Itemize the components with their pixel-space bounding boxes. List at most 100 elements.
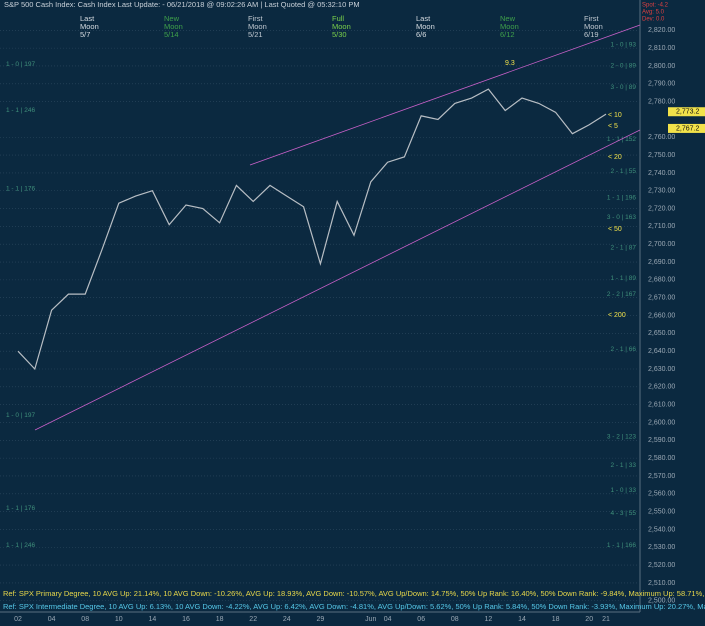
x-tick-label: 04 (384, 616, 392, 623)
spot-label: Avg: 5.0 (642, 10, 665, 16)
level-label: 1 - 0 | 197 (6, 412, 36, 419)
moon-phase: Last (80, 14, 95, 23)
y-tick-label: 2,530.00 (648, 544, 675, 551)
x-tick-label: 18 (552, 616, 560, 623)
spot-label: Dev: 0.0 (642, 17, 665, 23)
x-tick-label: 21 (602, 616, 610, 623)
moon-date: 5/21 (248, 30, 263, 39)
y-tick-label: 2,670.00 (648, 295, 675, 302)
annotation: < 20 (608, 154, 622, 161)
moon-date: 6/12 (500, 30, 515, 39)
level-label: 3 - 2 | 123 (607, 433, 637, 440)
y-tick-label: 2,790.00 (648, 81, 675, 88)
x-tick-label: 14 (518, 616, 526, 623)
y-tick-label: 2,760.00 (648, 134, 675, 141)
x-tick-label: 08 (451, 616, 459, 623)
level-label: 2 - 0 | 89 (610, 63, 636, 70)
x-tick-label: 08 (81, 616, 89, 623)
moon-word: Moon (80, 22, 99, 31)
price-tag (668, 123, 705, 133)
y-tick-label: 2,810.00 (648, 45, 675, 52)
y-tick-label: 2,570.00 (648, 473, 675, 480)
y-tick-label: 2,680.00 (648, 277, 675, 284)
price-tag-label: 2,773.2 (676, 109, 699, 116)
level-label: 2 - 1 | 66 (610, 346, 636, 353)
annotation: < 50 (608, 226, 622, 233)
y-tick-label: 2,640.00 (648, 348, 675, 355)
y-tick-label: 2,500.00 (648, 598, 675, 605)
y-tick-label: 2,690.00 (648, 259, 675, 266)
moon-date: 6/19 (584, 30, 599, 39)
y-tick-label: 2,660.00 (648, 312, 675, 319)
annotation: 9.3 (505, 60, 515, 67)
x-tick-label: 24 (283, 616, 291, 623)
y-tick-label: 2,560.00 (648, 491, 675, 498)
footer-text: Ref: SPX Primary Degree, 10 AVG Up: 21.1… (3, 589, 705, 598)
moon-date: 6/6 (416, 30, 426, 39)
moon-word: Moon (248, 22, 267, 31)
x-tick-label: Jun (365, 616, 376, 623)
price-tag (668, 107, 705, 117)
y-tick-label: 2,620.00 (648, 384, 675, 391)
y-tick-label: 2,630.00 (648, 366, 675, 373)
level-label: 1 - 1 | 166 (607, 542, 637, 549)
level-label: 4 - 3 | 55 (610, 510, 636, 517)
moon-word: Moon (584, 22, 603, 31)
channel-line (34, 129, 641, 431)
y-tick-label: 2,610.00 (648, 401, 675, 408)
moon-phase: Full (332, 14, 344, 23)
level-label: 1 - 0 | 93 (610, 41, 636, 48)
footer-text: Ref: SPX Intermediate Degree, 10 AVG Up:… (3, 602, 705, 611)
moon-date: 5/7 (80, 30, 90, 39)
y-tick-label: 2,590.00 (648, 437, 675, 444)
moon-phase: Last (416, 14, 431, 23)
moon-date: 5/30 (332, 30, 347, 39)
x-tick-label: 22 (249, 616, 257, 623)
x-tick-label: 14 (149, 616, 157, 623)
y-tick-label: 2,730.00 (648, 188, 675, 195)
y-tick-label: 2,580.00 (648, 455, 675, 462)
moon-word: Moon (332, 22, 351, 31)
y-tick-label: 2,550.00 (648, 508, 675, 515)
moon-word: Moon (164, 22, 183, 31)
y-tick-label: 2,720.00 (648, 205, 675, 212)
annotation: < 200 (608, 312, 626, 319)
y-tick-label: 2,650.00 (648, 330, 675, 337)
x-tick-label: 16 (182, 616, 190, 623)
moon-word: Moon (416, 22, 435, 31)
annotation: < 10 (608, 112, 622, 119)
chart-title: S&P 500 Cash Index: Cash Index Last Upda… (4, 0, 360, 9)
y-tick-label: 2,520.00 (648, 562, 675, 569)
level-label: 1 - 0 | 197 (6, 61, 36, 68)
level-label: 3 - 0 | 89 (610, 84, 636, 91)
level-label: 1 - 1 | 176 (6, 505, 36, 512)
y-tick-label: 2,800.00 (648, 63, 675, 70)
x-tick-label: 29 (317, 616, 325, 623)
level-label: 1 - 1 | 176 (6, 186, 36, 193)
level-label: 1 - 1 | 196 (607, 195, 637, 202)
level-label: 1 - 1 | 246 (6, 542, 36, 549)
moon-phase: First (248, 14, 263, 23)
price-line (17, 88, 607, 371)
moon-date: 5/14 (164, 30, 179, 39)
moon-phase: New (500, 14, 516, 23)
y-tick-label: 2,780.00 (648, 98, 675, 105)
x-tick-label: 12 (485, 616, 493, 623)
y-tick-label: 2,750.00 (648, 152, 675, 159)
y-tick-label: 2,710.00 (648, 223, 675, 230)
level-label: 1 - 1 | 89 (610, 275, 636, 282)
level-label: 3 - 0 | 163 (607, 214, 637, 221)
level-label: 2 - 1 | 55 (610, 168, 636, 175)
y-tick-label: 2,540.00 (648, 526, 675, 533)
price-tag-label: 2,767.2 (676, 125, 699, 132)
channel-line (249, 24, 641, 166)
moon-phase: First (584, 14, 599, 23)
x-tick-label: 10 (115, 616, 123, 623)
y-tick-label: 2,740.00 (648, 170, 675, 177)
spot-label: Spot: -4.2 (642, 3, 669, 9)
x-tick-label: 06 (417, 616, 425, 623)
y-tick-label: 2,600.00 (648, 419, 675, 426)
y-tick-label: 2,700.00 (648, 241, 675, 248)
y-tick-label: 2,510.00 (648, 580, 675, 587)
